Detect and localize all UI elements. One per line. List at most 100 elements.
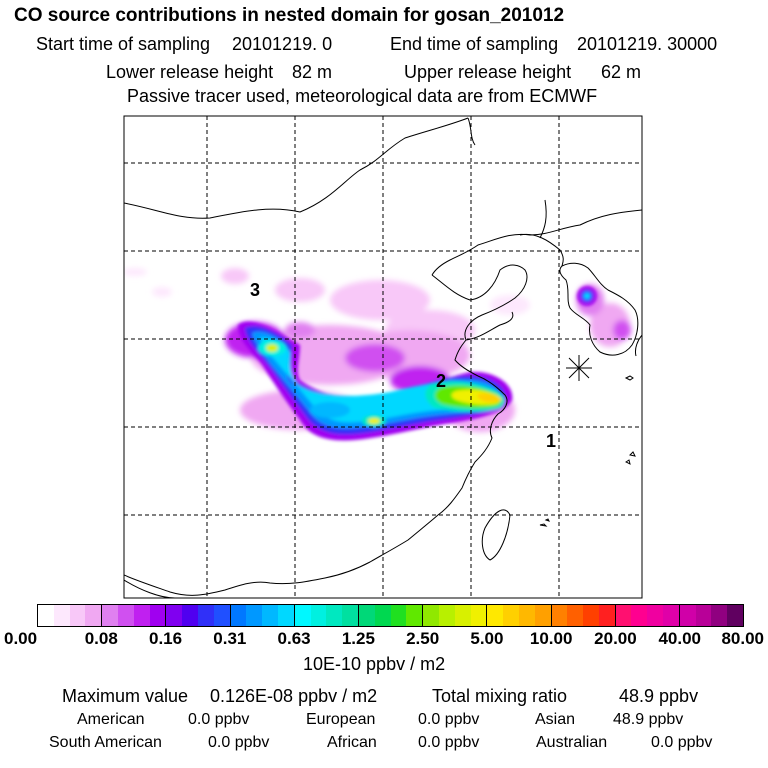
region-value: 0.0 ppbv	[208, 734, 270, 751]
region-name: African	[327, 734, 377, 751]
upper-height-value: 62 m	[601, 62, 642, 82]
colorbar-tick-label: 0.31	[213, 629, 247, 648]
colorbar-tick-label: 0.00	[4, 629, 38, 648]
colorbar-segment	[423, 605, 488, 626]
colorbar-swatch	[85, 605, 102, 626]
region-name: South American	[49, 734, 162, 751]
colorbar-segment	[358, 605, 424, 626]
colorbar-swatch	[197, 605, 214, 626]
colorbar-swatch	[631, 605, 648, 626]
colorbar-swatch	[102, 605, 118, 626]
region-name: Asian	[535, 711, 576, 728]
colorbar-swatch	[454, 605, 471, 626]
colorbar-swatch	[246, 605, 263, 626]
lat-lon-grid	[124, 116, 642, 598]
colorbar-segment	[487, 605, 552, 626]
colorbar-swatch	[663, 605, 679, 626]
region-name: Australian	[536, 734, 608, 751]
colorbar-tick-label: 0.63	[277, 629, 311, 648]
colorbar-swatch	[711, 605, 728, 626]
colorbar-swatch	[38, 605, 54, 626]
receptor-star-icon	[566, 355, 592, 381]
colorbar-swatch	[534, 605, 551, 626]
colorbar-swatch	[518, 605, 535, 626]
colorbar-tick-label: 80.00	[721, 629, 764, 648]
colorbar-tick-label: 10.00	[529, 629, 573, 648]
total-value: 48.9 ppbv	[619, 686, 699, 706]
region-value: 48.9 ppbv	[613, 711, 684, 728]
colorbar-segment	[38, 605, 103, 626]
max-value: 0.126E-08 ppbv / m2	[210, 686, 378, 706]
colorbar-swatch	[230, 605, 247, 626]
colorbar-segment	[551, 605, 616, 626]
colorbar-swatch	[551, 605, 568, 626]
colorbar-swatch	[583, 605, 599, 626]
region-value: 0.0 ppbv	[651, 734, 713, 751]
source-label-3: 3	[250, 280, 260, 300]
colorbar-swatch	[277, 605, 294, 626]
lower-height-label: Lower release height	[106, 62, 274, 82]
concentration-map: 1 2 3	[123, 115, 643, 599]
tracer-note: Passive tracer used, meteorological data…	[127, 86, 598, 106]
colorbar-swatch	[182, 605, 198, 626]
colorbar-swatch	[374, 605, 391, 626]
colorbar-swatch	[117, 605, 134, 626]
colorbar-swatch	[695, 605, 712, 626]
colorbar-swatch	[53, 605, 70, 626]
region-value: 0.0 ppbv	[418, 734, 480, 751]
colorbar-swatch	[213, 605, 230, 626]
map-frame	[123, 115, 643, 599]
colorbar-segment	[615, 605, 680, 626]
colorbar-swatch	[342, 605, 358, 626]
colorbar-unit: 10E-10 ppbv / m2	[303, 654, 446, 674]
end-label: End time of sampling	[390, 34, 559, 54]
plot-title: CO source contributions in nested domain…	[14, 5, 565, 26]
colorbar-swatch	[438, 605, 455, 626]
colorbar-swatch	[133, 605, 150, 626]
upper-height-label: Upper release height	[404, 62, 572, 82]
colorbar-tick-label: 1.25	[341, 629, 375, 648]
colorbar-segment	[679, 605, 744, 626]
total-label: Total mixing ratio	[432, 686, 568, 706]
colorbar-swatch	[166, 605, 183, 626]
colorbar-swatch	[423, 605, 439, 626]
colorbar-swatch	[647, 605, 664, 626]
colorbar-swatch	[406, 605, 423, 626]
colorbar-segment	[102, 605, 167, 626]
lower-height-value: 82 m	[292, 62, 333, 82]
colorbar-tick-label: 20.00	[594, 629, 637, 648]
start-value: 20101219. 0	[232, 34, 333, 54]
colorbar-swatch	[390, 605, 407, 626]
colorbar-swatch	[487, 605, 504, 626]
colorbar-swatch	[679, 605, 696, 626]
start-label: Start time of sampling	[36, 34, 211, 54]
colorbar-swatch	[262, 605, 278, 626]
colorbar-swatch	[358, 605, 375, 626]
concentration-plume	[124, 268, 631, 441]
colorbar-tick-label: 0.08	[84, 629, 118, 648]
region-name: European	[306, 711, 376, 728]
colorbar-segment	[230, 605, 295, 626]
colorbar-segment	[166, 605, 231, 626]
colorbar-swatch	[310, 605, 327, 626]
colorbar-tick-label: 5.00	[470, 629, 504, 648]
region-value: 0.0 ppbv	[418, 711, 480, 728]
colorbar-swatch	[615, 605, 632, 626]
colorbar-swatch	[326, 605, 343, 626]
end-value: 20101219. 30000	[577, 34, 718, 54]
colorbar-segment	[294, 605, 359, 626]
colorbar-swatch	[567, 605, 584, 626]
colorbar-swatch	[727, 605, 744, 626]
source-label-2: 2	[436, 371, 446, 391]
source-label-1: 1	[546, 431, 556, 451]
colorbar-tick-label: 40.00	[658, 629, 701, 648]
colorbar-tick-label: 2.50	[406, 629, 440, 648]
max-label: Maximum value	[62, 686, 189, 706]
region-value: 0.0 ppbv	[188, 711, 250, 728]
colorbar-tick-label: 0.16	[148, 629, 183, 648]
region-name: American	[77, 711, 145, 728]
colorbar-swatch	[470, 605, 487, 626]
colorbar-swatch	[69, 605, 86, 626]
colorbar-swatch	[149, 605, 166, 626]
coastlines	[124, 117, 642, 598]
